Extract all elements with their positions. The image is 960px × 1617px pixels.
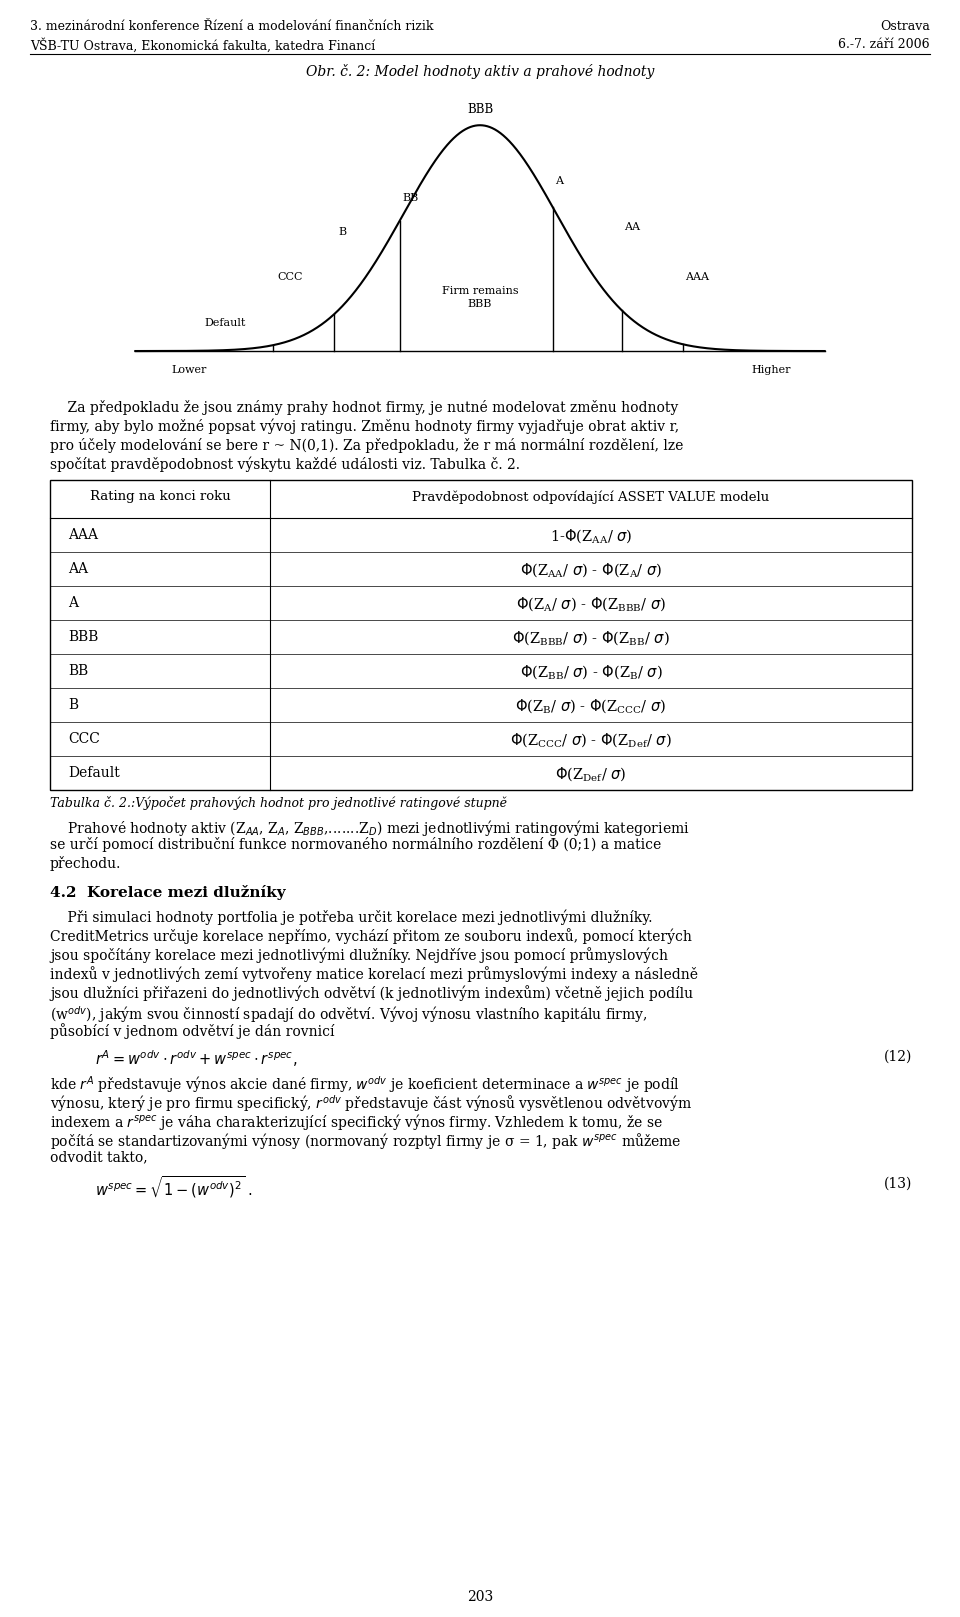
Text: (12): (12): [883, 1049, 912, 1064]
Text: působící v jednom odvětví je dán rovnicí: působící v jednom odvětví je dán rovnicí: [50, 1024, 334, 1038]
Text: jsou spočítány korelace mezi jednotlivými dlužníky. Nejdříve jsou pomocí průmysl: jsou spočítány korelace mezi jednotlivým…: [50, 948, 668, 962]
Text: $\Phi$(Z$_{\mathregular{B}}$/ $\sigma$) - $\Phi$(Z$_{\mathregular{CCC}}$/ $\sigm: $\Phi$(Z$_{\mathregular{B}}$/ $\sigma$) …: [516, 699, 666, 716]
Text: AA: AA: [624, 222, 640, 231]
Text: Tabulka č. 2.:Výpočet prahových hodnot pro jednotlivé ratingové stupně: Tabulka č. 2.:Výpočet prahových hodnot p…: [50, 796, 507, 810]
Text: Prahové hodnoty aktiv (Z$_{AA}$, Z$_A$, Z$_{BBB}$,.......Z$_D$) mezi jednotlivým: Prahové hodnoty aktiv (Z$_{AA}$, Z$_A$, …: [50, 818, 689, 838]
Text: $\Phi$(Z$_{\mathregular{AA}}$/ $\sigma$) - $\Phi$(Z$_{\mathregular{A}}$/ $\sigma: $\Phi$(Z$_{\mathregular{AA}}$/ $\sigma$)…: [519, 563, 662, 581]
Bar: [50, 480, 912, 791]
Text: B: B: [338, 226, 347, 238]
Text: B: B: [68, 699, 78, 711]
Text: VŠB-TU Ostrava, Ekonomická fakulta, katedra Financí: VŠB-TU Ostrava, Ekonomická fakulta, kate…: [30, 39, 375, 53]
Text: počítá se standartizovanými výnosy (normovaný rozptyl firmy je σ = 1, pak $w^{sp: počítá se standartizovanými výnosy (norm…: [50, 1130, 682, 1151]
Text: Za předpokladu že jsou známy prahy hodnot firmy, je nutné modelovat změnu hodnot: Za předpokladu že jsou známy prahy hodno…: [50, 399, 679, 416]
Text: CCC: CCC: [277, 272, 302, 283]
Text: firmy, aby bylo možné popsat vývoj ratingu. Změnu hodnoty firmy vyjadřuje obrat : firmy, aby bylo možné popsat vývoj ratin…: [50, 419, 679, 435]
Text: 4.2  Korelace mezi dlužníky: 4.2 Korelace mezi dlužníky: [50, 884, 286, 901]
Text: $\Phi$(Z$_{\mathregular{Def}}$/ $\sigma$): $\Phi$(Z$_{\mathregular{Def}}$/ $\sigma$…: [555, 766, 627, 784]
Text: spočítat pravděpodobnost výskytu každé události viz. Tabulka č. 2.: spočítat pravděpodobnost výskytu každé u…: [50, 458, 520, 472]
Text: AAA: AAA: [685, 272, 709, 283]
Text: indexem a $r^{spec}$ je váha charakterizující specifický výnos firmy. Vzhledem k: indexem a $r^{spec}$ je váha charakteriz…: [50, 1112, 662, 1132]
Text: Ostrava: Ostrava: [880, 19, 930, 32]
Text: 3. mezinárodní konference Řízení a modelování finančních rizik: 3. mezinárodní konference Řízení a model…: [30, 19, 434, 32]
Text: $\Phi$(Z$_{\mathregular{BB}}$/ $\sigma$) - $\Phi$(Z$_{\mathregular{B}}$/ $\sigma: $\Phi$(Z$_{\mathregular{BB}}$/ $\sigma$)…: [519, 665, 662, 682]
Text: (13): (13): [883, 1177, 912, 1192]
Text: CreditMetrics určuje korelace nepřímo, vychází přitom ze souboru indexů, pomocí : CreditMetrics určuje korelace nepřímo, v…: [50, 928, 692, 944]
Text: AA: AA: [68, 563, 88, 576]
Text: Higher: Higher: [752, 365, 791, 375]
Text: Default: Default: [68, 766, 120, 779]
Text: jsou dlužníci přiřazeni do jednotlivých odvětví (k jednotlivým indexům) včetně j: jsou dlužníci přiřazeni do jednotlivých …: [50, 985, 693, 1001]
Text: AAA: AAA: [68, 529, 98, 542]
Text: A: A: [555, 176, 564, 186]
Text: kde $r^A$ představuje výnos akcie dané firmy, $w^{odv}$ je koeficient determinac: kde $r^A$ představuje výnos akcie dané f…: [50, 1074, 680, 1095]
Text: Při simulaci hodnoty portfolia je potřeba určit korelace mezi jednotlivými dlužn: Při simulaci hodnoty portfolia je potřeb…: [50, 909, 653, 925]
Text: $w^{spec} = \sqrt{1-\left(w^{odv}\right)^2}\ $.: $w^{spec} = \sqrt{1-\left(w^{odv}\right)…: [95, 1176, 252, 1200]
Text: Obr. č. 2: Model hodnoty aktiv a prahové hodnoty: Obr. č. 2: Model hodnoty aktiv a prahové…: [306, 65, 654, 79]
Text: přechodu.: přechodu.: [50, 855, 121, 872]
Text: $r^A = w^{odv} \cdot r^{odv} + w^{spec} \cdot r^{spec}$,: $r^A = w^{odv} \cdot r^{odv} + w^{spec} …: [95, 1048, 298, 1069]
Text: Lower: Lower: [171, 365, 206, 375]
Text: $\Phi$(Z$_{\mathregular{CCC}}$/ $\sigma$) - $\Phi$(Z$_{\mathregular{Def}}$/ $\si: $\Phi$(Z$_{\mathregular{CCC}}$/ $\sigma$…: [510, 733, 672, 750]
Text: A: A: [68, 597, 78, 610]
Text: se určí pomocí distribuční funkce normovaného normálního rozdělení Φ (0;1) a mat: se určí pomocí distribuční funkce normov…: [50, 838, 661, 852]
Text: BB: BB: [402, 192, 419, 204]
Text: indexů v jednotlivých zemí vytvořeny matice korelací mezi průmyslovými indexy a : indexů v jednotlivých zemí vytvořeny mat…: [50, 965, 698, 982]
Text: BBB: BBB: [68, 631, 98, 644]
Text: BB: BB: [68, 665, 88, 678]
Text: CCC: CCC: [68, 733, 100, 745]
Text: výnosu, který je pro firmu specifický, $r^{odv}$ představuje část výnosů vysvětl: výnosu, který je pro firmu specifický, $…: [50, 1093, 692, 1114]
Text: Firm remains
BBB: Firm remains BBB: [442, 286, 518, 309]
Text: Pravděpodobnost odpovídající ASSET VALUE modelu: Pravděpodobnost odpovídající ASSET VALUE…: [413, 490, 770, 503]
Text: $\Phi$(Z$_{\mathregular{BBB}}$/ $\sigma$) - $\Phi$(Z$_{\mathregular{BB}}$/ $\sig: $\Phi$(Z$_{\mathregular{BBB}}$/ $\sigma$…: [512, 631, 670, 648]
Text: 6.-7. září 2006: 6.-7. září 2006: [838, 39, 930, 52]
Text: 203: 203: [467, 1590, 493, 1604]
Text: Default: Default: [204, 317, 246, 328]
Text: Rating na konci roku: Rating na konci roku: [89, 490, 230, 503]
Text: odvodit takto,: odvodit takto,: [50, 1150, 148, 1164]
Text: pro účely modelování se bere r ~ N(0,1). Za předpokladu, že r má normální rozděl: pro účely modelování se bere r ~ N(0,1).…: [50, 438, 684, 453]
Text: BBB: BBB: [467, 103, 493, 116]
Text: 1-$\Phi$(Z$_{\mathregular{AA}}$/ $\sigma$): 1-$\Phi$(Z$_{\mathregular{AA}}$/ $\sigma…: [550, 529, 633, 547]
Text: $\Phi$(Z$_{\mathregular{A}}$/ $\sigma$) - $\Phi$(Z$_{\mathregular{BBB}}$/ $\sigm: $\Phi$(Z$_{\mathregular{A}}$/ $\sigma$) …: [516, 597, 666, 614]
Text: (w$^{odv}$), jakým svou činností spadají do odvětví. Vývoj výnosu vlastního kapi: (w$^{odv}$), jakým svou činností spadají…: [50, 1004, 647, 1025]
